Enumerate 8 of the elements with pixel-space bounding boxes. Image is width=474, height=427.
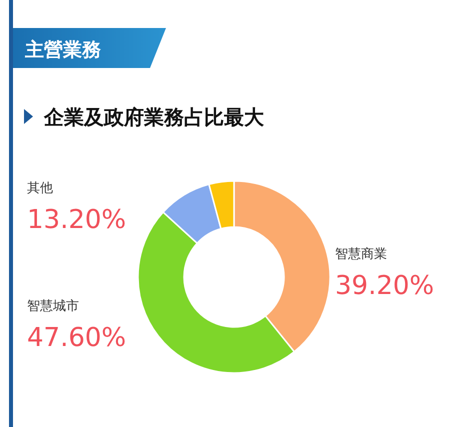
text: 13.20%	[27, 205, 126, 235]
chart-title: 主營業務	[24, 39, 101, 61]
data-label: 47.60%	[27, 323, 126, 353]
slice-label: 智慧城市	[27, 299, 79, 314]
chart-subtitle: 企業及政府業務占比最大	[43, 105, 265, 129]
text: 其他	[27, 181, 53, 196]
data-label: 39.20%	[335, 271, 434, 301]
slice-label: 智慧商業	[335, 247, 387, 262]
